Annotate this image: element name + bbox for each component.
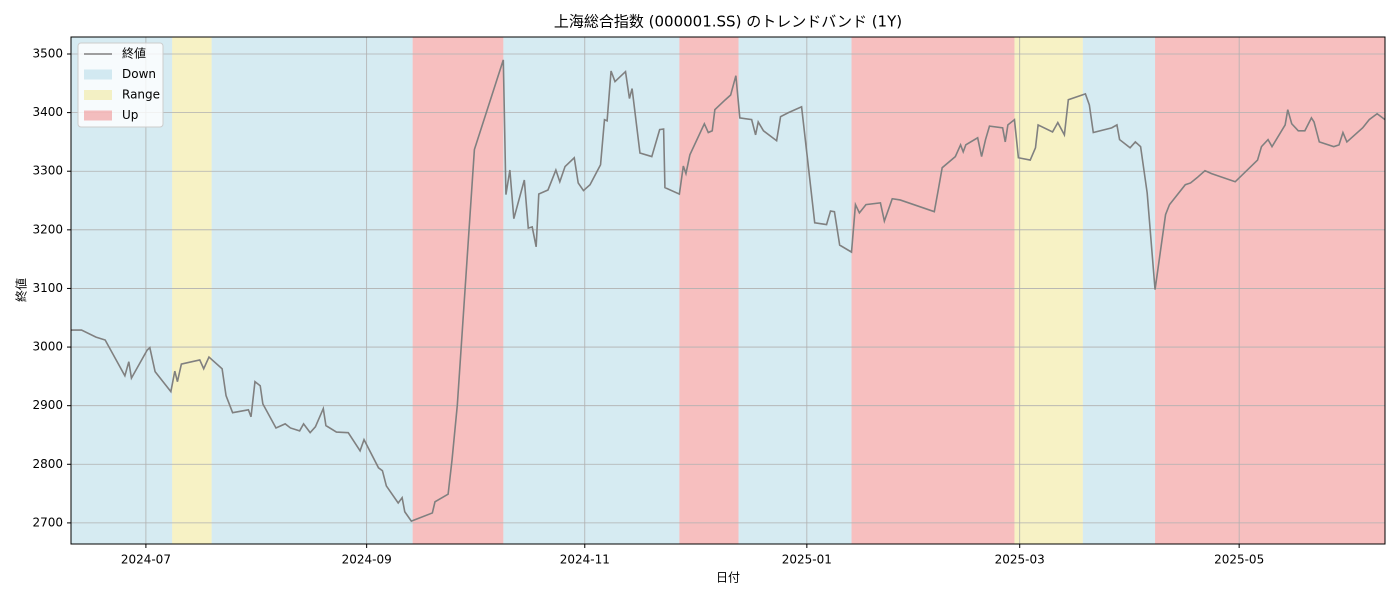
trend-band: [679, 37, 739, 544]
y-tick-label: 3300: [32, 164, 63, 178]
y-tick-label: 2700: [32, 515, 63, 529]
legend-swatch: [84, 69, 112, 80]
trend-band: [412, 37, 504, 544]
x-axis-label: 日付: [716, 571, 740, 585]
trend-band: [1155, 37, 1385, 544]
y-axis-label: 終値: [14, 278, 29, 302]
trend-band: [211, 37, 413, 544]
legend-label: Down: [122, 67, 156, 81]
legend-label: Up: [122, 108, 138, 122]
x-tick-label: 2024-09: [342, 553, 392, 567]
y-tick-label: 3000: [32, 340, 63, 354]
x-tick-label: 2025-03: [995, 553, 1045, 567]
trend-band: [851, 37, 1015, 544]
legend-label: Range: [122, 88, 160, 102]
plot-frame: [70, 36, 1386, 545]
x-tick-label: 2025-01: [782, 553, 832, 567]
y-tick-label: 2800: [32, 457, 63, 471]
trend-band: [1014, 37, 1083, 544]
legend-box: [77, 42, 164, 128]
y-tick-label: 3100: [32, 281, 63, 295]
trend-band: [738, 37, 852, 544]
y-tick-label: 2900: [32, 398, 63, 412]
legend-label: 終値: [122, 46, 146, 61]
trend-band: [1082, 37, 1156, 544]
trend-band: [172, 37, 212, 544]
trend-band: [503, 37, 680, 544]
y-tick-label: 3400: [32, 105, 63, 119]
legend-swatch: [84, 90, 112, 100]
y-tick-label: 3200: [32, 222, 63, 236]
y-tick-label: 3500: [32, 46, 63, 60]
x-tick-label: 2025-05: [1214, 553, 1264, 567]
legend-swatch: [84, 110, 112, 121]
x-tick-label: 2024-07: [121, 553, 171, 567]
x-tick-label: 2024-11: [560, 553, 610, 567]
chart-title: 上海総合指数 (000001.SS) のトレンドバンド (1Y): [554, 13, 902, 31]
price-line: [71, 59, 1386, 523]
